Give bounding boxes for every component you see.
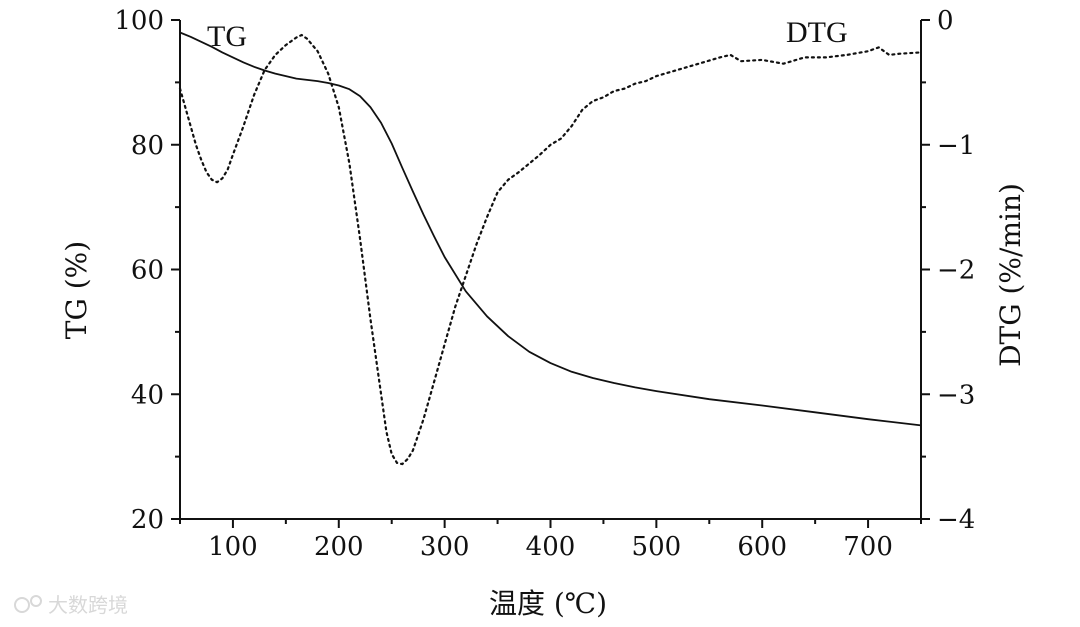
x-tick-label: 100 [208,532,258,562]
left-y-tick-label: 40 [131,380,164,410]
watermark-logo-icon [14,597,30,613]
left-y-tick-label: 60 [131,256,164,286]
tg-series-line [179,31,922,427]
x-tick-label: 700 [843,532,893,562]
x-tick-label: 600 [737,532,787,562]
right-y-tick-label: −4 [937,505,975,535]
chart-series [178,31,923,466]
x-axis-title: 温度 (℃) [489,587,607,620]
right-y-tick-label: −2 [937,256,975,286]
x-tick-label: 300 [420,532,470,562]
dtg-series-line [178,33,923,466]
watermark-logo-icon-2 [30,595,42,607]
right-y-axis-title: DTG (%/min) [994,183,1027,367]
x-tick-label: 200 [314,532,364,562]
chart-axes [179,20,922,520]
dtg-series-label: DTG [786,16,848,49]
left-y-tick-label: 80 [131,131,164,161]
tg-series-label: TG [207,20,247,53]
chart-ticks: 100 200 300 400 500 600 700 20 40 60 80 100 0 −1 −2 −3 −… [114,6,975,562]
x-tick-label: 400 [526,532,576,562]
right-y-tick-label: −1 [937,131,975,161]
left-y-axis-title: TG (%) [60,241,93,339]
watermark-text: 大数跨境 [48,593,128,617]
left-y-tick-label: 20 [131,505,164,535]
right-y-tick-label: −3 [937,380,975,410]
right-y-tick-label: 0 [937,6,954,36]
x-tick-label: 500 [632,532,682,562]
left-y-tick-label: 100 [114,6,164,36]
watermark: 大数跨境 [14,593,128,617]
